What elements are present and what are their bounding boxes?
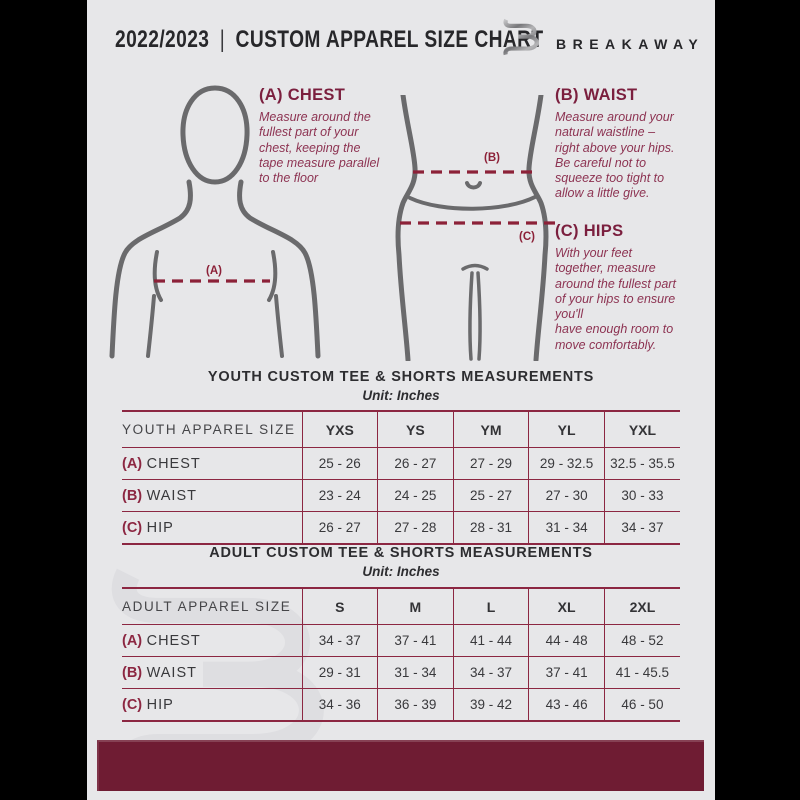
row-key: (A) <box>122 632 143 649</box>
column-header: ADULT APPAREL SIZE <box>122 599 292 614</box>
row-label: WAIST <box>146 664 197 681</box>
hips-diagram: (B) (C) <box>395 95 555 361</box>
table-cell: 36 - 39 <box>377 688 454 721</box>
page-title: CUSTOM APPAREL SIZE CHART <box>235 26 544 53</box>
row-key: (B) <box>122 664 143 681</box>
table-row: (A) CHEST 25 - 26 26 - 27 27 - 29 29 - 3… <box>122 447 680 480</box>
adult-table-title: ADULT CUSTOM TEE & SHORTS MEASUREMENTS <box>209 545 593 561</box>
table-header-row: YOUTH APPAREL SIZE YXS YS YM YL YXL <box>122 411 680 448</box>
hip-marker-label: (C) <box>519 231 535 243</box>
table-cell: 41 - 44 <box>452 624 529 657</box>
torso-diagram: (A) <box>109 85 321 359</box>
table-cell: 29 - 32.5 <box>528 447 605 480</box>
table-cell: 31 - 34 <box>377 656 454 689</box>
table-cell: 26 - 27 <box>301 511 378 544</box>
table-cell: 30 - 33 <box>603 479 680 512</box>
table-cell: 27 - 29 <box>452 447 529 480</box>
table-cell: 34 - 36 <box>301 688 378 721</box>
table-row: (C) HIP 26 - 27 27 - 28 28 - 31 31 - 34 … <box>122 511 680 544</box>
page: 2022/2023 | CUSTOM APPAREL SIZE CHART BREA… <box>87 0 715 800</box>
column-header: 2XL <box>603 588 680 625</box>
table-cell: 27 - 28 <box>377 511 454 544</box>
table-row: (C) HIP 34 - 36 36 - 39 39 - 42 43 - 46 … <box>122 688 680 721</box>
table-cell: 31 - 34 <box>528 511 605 544</box>
table-cell: 32.5 - 35.5 <box>603 447 680 480</box>
table-cell: 37 - 41 <box>528 656 605 689</box>
adult-table-unit: Unit: Inches <box>362 564 440 579</box>
table-cell: 25 - 27 <box>452 479 529 512</box>
row-key: (C) <box>122 519 143 536</box>
table-cell: 41 - 45.5 <box>603 656 680 689</box>
youth-table-unit: Unit: Inches <box>362 388 440 403</box>
row-label: CHEST <box>146 455 201 472</box>
table-cell: 25 - 26 <box>301 447 378 480</box>
row-label: CHEST <box>146 632 201 649</box>
column-header: YXS <box>301 411 378 448</box>
column-header: YOUTH APPAREL SIZE <box>122 422 296 437</box>
masthead-separator: | <box>219 26 226 53</box>
waist-marker-label: (B) <box>484 152 500 164</box>
table-cell: 29 - 31 <box>301 656 378 689</box>
table-cell: 28 - 31 <box>452 511 529 544</box>
brand-name: BREAKAWAY <box>556 35 705 52</box>
table-cell: 26 - 27 <box>377 447 454 480</box>
table-cell: 43 - 46 <box>528 688 605 721</box>
brand: BREAKAWAY <box>502 16 704 58</box>
breakaway-logo-icon <box>502 16 546 58</box>
waist-heading: (B) WAIST <box>555 86 638 104</box>
chest-marker-label: (A) <box>206 265 222 277</box>
column-header: YL <box>528 411 605 448</box>
column-header: S <box>301 588 378 625</box>
adult-size-table: ADULT APPAREL SIZE S M L XL 2XL (A) CHES… <box>122 587 680 722</box>
table-cell: 34 - 37 <box>603 511 680 544</box>
hips-heading: (C) HIPS <box>555 222 624 240</box>
table-cell: 46 - 50 <box>603 688 680 721</box>
row-key: (A) <box>122 455 143 472</box>
row-key: (B) <box>122 487 143 504</box>
table-cell: 23 - 24 <box>301 479 378 512</box>
hips-instructions: With your feet together, measure around … <box>555 246 676 352</box>
table-row: (B) WAIST 23 - 24 24 - 25 25 - 27 27 - 3… <box>122 479 680 512</box>
table-cell: 37 - 41 <box>377 624 454 657</box>
row-label: HIP <box>146 519 174 536</box>
table-cell: 34 - 37 <box>452 656 529 689</box>
row-key: (C) <box>122 696 143 713</box>
chest-instructions: Measure around the fullest part of your … <box>259 110 380 186</box>
table-row: (B) WAIST 29 - 31 31 - 34 34 - 37 37 - 4… <box>122 656 680 689</box>
footer-bar <box>97 740 704 791</box>
column-header: YS <box>377 411 454 448</box>
youth-size-table: YOUTH APPAREL SIZE YXS YS YM YL YXL (A) … <box>122 410 680 545</box>
column-header: YM <box>452 411 529 448</box>
column-header: XL <box>528 588 605 625</box>
table-cell: 44 - 48 <box>528 624 605 657</box>
masthead: 2022/2023 | CUSTOM APPAREL SIZE CHART <box>115 26 544 54</box>
row-label: HIP <box>146 696 174 713</box>
table-header-row: ADULT APPAREL SIZE S M L XL 2XL <box>122 588 680 625</box>
waist-instructions: Measure around your natural waistline – … <box>555 110 675 201</box>
table-cell: 24 - 25 <box>377 479 454 512</box>
column-header: YXL <box>603 411 680 448</box>
chest-heading: (A) CHEST <box>259 86 346 104</box>
youth-table-title: YOUTH CUSTOM TEE & SHORTS MEASUREMENTS <box>207 369 595 385</box>
season-label: 2022/2023 <box>115 26 210 53</box>
row-label: WAIST <box>146 487 197 504</box>
column-header: M <box>377 588 454 625</box>
table-cell: 48 - 52 <box>603 624 680 657</box>
table-cell: 39 - 42 <box>452 688 529 721</box>
table-row: (A) CHEST 34 - 37 37 - 41 41 - 44 44 - 4… <box>122 624 680 657</box>
table-cell: 27 - 30 <box>528 479 605 512</box>
column-header: L <box>452 588 529 625</box>
table-cell: 34 - 37 <box>301 624 378 657</box>
